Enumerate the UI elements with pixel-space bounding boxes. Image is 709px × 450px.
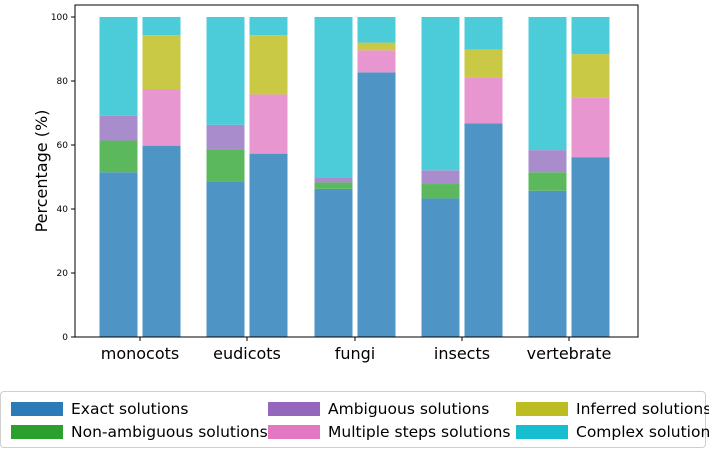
legend-item-complex-solutions: Complex solutions xyxy=(516,421,709,443)
x-tick-label-insects: insects xyxy=(434,344,490,363)
bar-monocots-1-ambiguous-solutions xyxy=(99,115,138,141)
bar-fungi-2-inferred-solutions xyxy=(357,42,396,51)
bar-fungi-1-exact-solutions xyxy=(314,188,353,337)
bar-vertebrate-1-exact-solutions xyxy=(528,190,567,337)
bar-vertebrate-1-ambiguous-solutions xyxy=(528,150,567,173)
bar-fungi-2-multiple-steps-solutions xyxy=(357,50,396,73)
y-tick-label: 80 xyxy=(57,77,69,87)
bar-insects-2-multiple-steps-solutions xyxy=(464,77,503,124)
bar-monocots-1-complex-solutions xyxy=(99,17,138,116)
x-tick-label-eudicots: eudicots xyxy=(213,344,281,363)
bar-eudicots-2-exact-solutions xyxy=(249,153,288,337)
legend-label: Multiple steps solutions xyxy=(328,423,511,441)
legend-swatch xyxy=(268,402,320,416)
bar-insects-1-non-ambiguous-solutions xyxy=(421,184,460,199)
y-axis: 0 20 40 60 80 100 xyxy=(51,13,75,343)
bar-monocots-2-complex-solutions xyxy=(142,17,181,36)
y-tick-label: 20 xyxy=(57,269,69,279)
bar-insects-2-complex-solutions xyxy=(464,17,503,50)
bar-insects-1-ambiguous-solutions xyxy=(421,170,460,185)
bar-fungi-1-complex-solutions xyxy=(314,17,353,178)
bar-vertebrate-1-complex-solutions xyxy=(528,17,567,151)
legend-swatch xyxy=(516,425,568,439)
legend-label: Inferred solutions xyxy=(576,400,709,418)
bar-eudicots-1-complex-solutions xyxy=(206,17,245,125)
bar-monocots-2-inferred-solutions xyxy=(142,35,181,89)
bar-insects-1-complex-solutions xyxy=(421,17,460,171)
legend-label: Exact solutions xyxy=(71,400,189,418)
legend-swatch xyxy=(11,425,63,439)
y-tick-label: 60 xyxy=(57,141,69,151)
legend-swatch xyxy=(268,425,320,439)
bar-eudicots-1-non-ambiguous-solutions xyxy=(206,149,245,182)
y-tick-label: 0 xyxy=(62,333,68,343)
legend-label: Complex solutions xyxy=(576,423,709,441)
bar-vertebrate-2-complex-solutions xyxy=(571,17,610,55)
y-tick-label: 100 xyxy=(51,13,68,23)
legend-item-inferred-solutions: Inferred solutions xyxy=(516,398,709,420)
legend: Exact solutions Non-ambiguous solutions Am… xyxy=(0,391,709,448)
bar-eudicots-2-multiple-steps-solutions xyxy=(249,94,288,154)
bar-insects-2-exact-solutions xyxy=(464,123,503,338)
bar-fungi-2-complex-solutions xyxy=(357,17,396,43)
legend-label: Ambiguous solutions xyxy=(328,400,490,418)
bar-monocots-1-exact-solutions xyxy=(99,172,138,337)
bars-layer xyxy=(99,17,610,338)
bar-vertebrate-1-non-ambiguous-solutions xyxy=(528,172,567,191)
bar-fungi-1-ambiguous-solutions xyxy=(314,177,353,183)
bar-vertebrate-2-inferred-solutions xyxy=(571,54,610,98)
bar-fungi-1-non-ambiguous-solutions xyxy=(314,182,353,189)
legend-item-multiple-steps-solutions: Multiple steps solutions xyxy=(268,421,510,443)
bar-eudicots-2-inferred-solutions xyxy=(249,35,288,95)
plot-frame xyxy=(74,4,639,338)
legend-item-ambiguous-solutions: Ambiguous solutions xyxy=(268,398,489,420)
x-tick-label-monocots: monocots xyxy=(101,344,180,363)
bar-insects-1-exact-solutions xyxy=(421,198,460,337)
bar-monocots-2-multiple-steps-solutions xyxy=(142,89,181,146)
bar-monocots-1-non-ambiguous-solutions xyxy=(99,140,138,173)
bar-monocots-2-exact-solutions xyxy=(142,145,181,337)
x-tick-label-vertebrate: vertebrate xyxy=(527,344,612,363)
legend-swatch xyxy=(11,402,63,416)
x-axis: monocots eudicots fungi insects vertebrate xyxy=(101,337,612,363)
bar-eudicots-1-ambiguous-solutions xyxy=(206,124,245,150)
legend-swatch xyxy=(516,402,568,416)
x-tick-label-fungi: fungi xyxy=(335,344,376,363)
legend-item-exact-solutions: Exact solutions xyxy=(11,398,188,420)
bar-vertebrate-2-multiple-steps-solutions xyxy=(571,97,610,158)
legend-label: Non-ambiguous solutions xyxy=(71,423,268,441)
y-axis-label: Percentage (%) xyxy=(32,110,51,233)
legend-item-non-ambiguous-solutions: Non-ambiguous solutions xyxy=(11,421,268,443)
bar-insects-2-inferred-solutions xyxy=(464,49,503,78)
stacked-bar-chart: 0 20 40 60 80 100 monocots eudicots fungi insect… xyxy=(32,4,639,363)
bar-eudicots-2-complex-solutions xyxy=(249,17,288,36)
bar-vertebrate-2-exact-solutions xyxy=(571,157,610,337)
y-tick-label: 40 xyxy=(57,205,69,215)
bar-eudicots-1-exact-solutions xyxy=(206,181,245,337)
bar-fungi-2-exact-solutions xyxy=(357,72,396,338)
